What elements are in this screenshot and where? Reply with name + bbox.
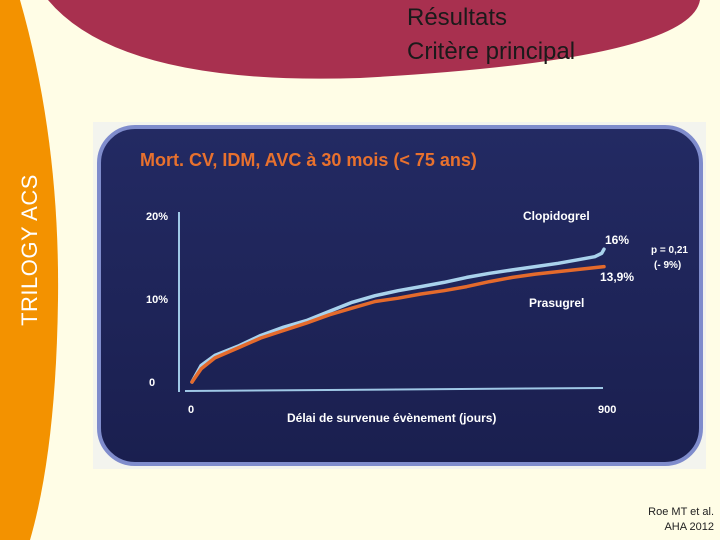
y-tick-0: 0 [149,377,155,389]
x-tick-0: 0 [188,404,194,416]
series-line-clopidogrel [190,247,606,384]
slide-title-line2: Critère principal [407,38,576,65]
y-tick-10: 10% [146,294,168,306]
side-band [0,0,59,540]
x-tick-900: 900 [598,404,616,416]
legend-prasugrel: Prasugrel [529,296,584,310]
legend-clopidogrel: Clopidogrel [523,209,590,223]
chart: Mort. CV, IDM, AVC à 30 mois (< 75 ans) … [97,125,703,466]
series-line-prasugrel [190,264,606,384]
end-label-clopidogrel: 16% [605,233,629,247]
annotation-rrr: (- 9%) [654,260,681,271]
chart-title: Mort. CV, IDM, AVC à 30 mois (< 75 ans) [140,150,477,170]
header-band [48,0,700,79]
citation: Roe MT et al. AHA 2012 [648,505,714,535]
annotation-p-value: p = 0,21 [651,245,688,256]
slide-title-line1: Résultats [407,4,508,31]
side-label: TRILOGY ACS [17,174,42,326]
side-shape [0,0,59,540]
chart-panel [97,125,703,466]
end-label-prasugrel: 13,9% [600,270,634,284]
citation-line2: AHA 2012 [664,521,714,533]
citation-line1: Roe MT et al. [648,506,714,518]
x-axis-label: Délai de survenue évènement (jours) [287,411,496,425]
y-tick-20: 20% [146,211,168,223]
x-axis [184,387,604,392]
header-shape [48,0,700,79]
